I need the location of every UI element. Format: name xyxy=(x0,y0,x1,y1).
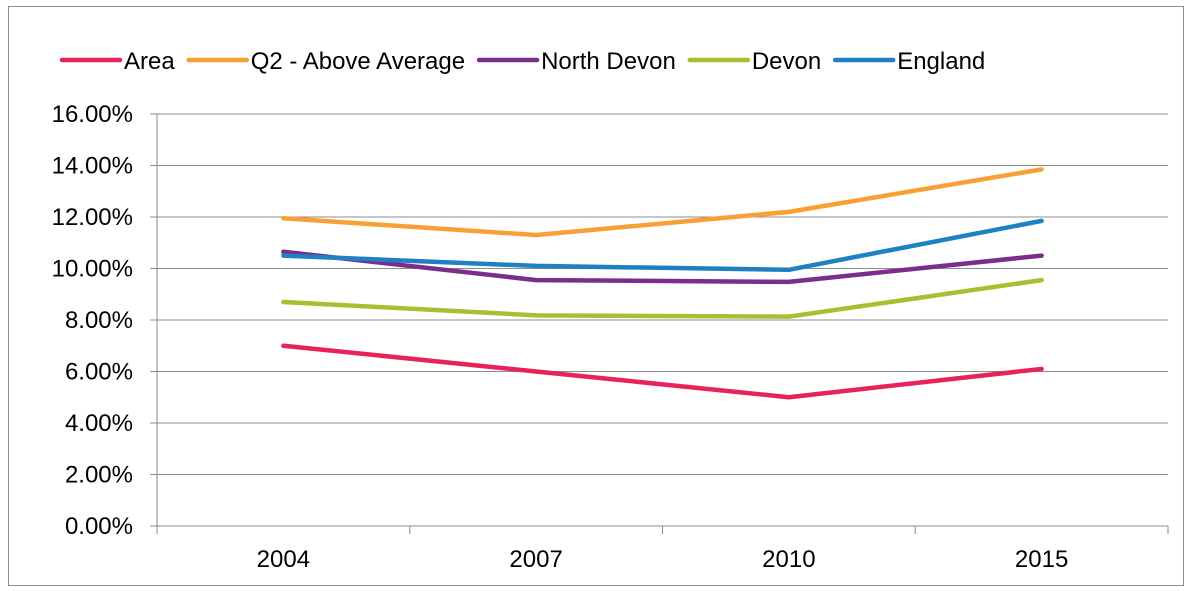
y-tick-label: 16.00% xyxy=(52,101,133,128)
x-tick-label: 2007 xyxy=(509,546,562,573)
legend-label-north-devon: North Devon xyxy=(541,48,676,75)
y-tick-label: 0.00% xyxy=(65,513,133,540)
chart-legend: Area Q2 - Above Average North Devon Devon En… xyxy=(59,48,985,75)
y-tick-label: 2.00% xyxy=(65,462,133,489)
x-axis-tick-labels: 2004 2007 2010 2015 xyxy=(257,546,1069,573)
x-tick-label: 2010 xyxy=(762,546,815,573)
legend-label-devon: Devon xyxy=(752,48,821,75)
x-tick-label: 2004 xyxy=(257,546,310,573)
chart-frame xyxy=(8,6,1184,586)
y-axis-tick-labels: 0.00% 2.00% 4.00% 6.00% 8.00% 10.00% 12.00% 14.… xyxy=(52,101,133,540)
series-line-area xyxy=(281,343,1044,400)
series-line-devon xyxy=(281,277,1044,319)
legend-label-q2-above-average: Q2 - Above Average xyxy=(251,48,465,75)
y-tick-label: 14.00% xyxy=(52,153,133,180)
y-tick-label: 10.00% xyxy=(52,256,133,283)
axes xyxy=(150,113,1169,534)
gridlines xyxy=(157,113,1168,475)
series-line-england xyxy=(281,218,1044,273)
y-tick-label: 4.00% xyxy=(65,410,133,437)
series-lines xyxy=(281,167,1044,400)
y-tick-label: 8.00% xyxy=(65,307,133,334)
x-tick-label: 2015 xyxy=(1015,546,1068,573)
series-line-north-devon xyxy=(281,249,1044,285)
y-tick-label: 12.00% xyxy=(52,204,133,231)
legend-label-area: Area xyxy=(124,48,175,75)
legend-label-england: England xyxy=(897,48,985,75)
series-line-q2-above-average xyxy=(281,167,1044,238)
y-tick-label: 6.00% xyxy=(65,359,133,386)
